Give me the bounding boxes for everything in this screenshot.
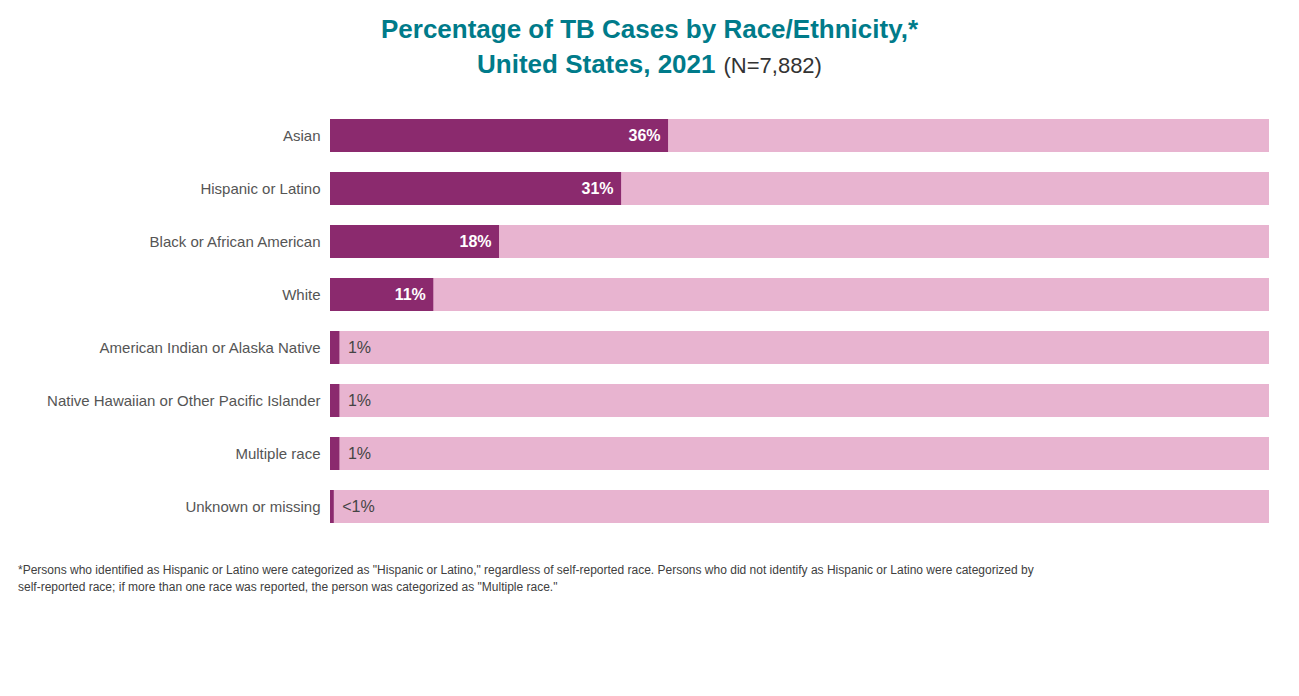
svg-text:Hispanic or Latino: Hispanic or Latino	[200, 180, 320, 197]
svg-text:1%: 1%	[348, 445, 371, 462]
svg-text:1%: 1%	[348, 392, 371, 409]
svg-text:Black or African American: Black or African American	[150, 233, 321, 250]
svg-text:American Indian or Alaska Nati: American Indian or Alaska Native	[100, 339, 321, 356]
svg-text:1%: 1%	[348, 339, 371, 356]
svg-text:Native Hawaiian or Other Pacif: Native Hawaiian or Other Pacific Islande…	[47, 392, 320, 409]
html-text:*Persons who identified as His: *Persons who identified as Hispanic or L…	[18, 563, 1034, 594]
svg-text:11%: 11%	[395, 286, 426, 303]
svg-text:Unknown or missing: Unknown or missing	[185, 498, 320, 515]
svg-text:36%: 36%	[629, 127, 661, 144]
html-text:Percentage of TB Cases by Race: Percentage of TB Cases by Race/Ethnicity…	[381, 14, 918, 44]
html-text:United States, 2021 (N=7,882): United States, 2021 (N=7,882)	[477, 49, 822, 79]
svg-text:<1%: <1%	[342, 498, 374, 515]
svg-text:31%: 31%	[582, 180, 614, 197]
svg-text:Asian: Asian	[283, 127, 321, 144]
svg-text:White: White	[282, 286, 320, 303]
svg-text:Multiple race: Multiple race	[235, 445, 320, 462]
svg-text:18%: 18%	[459, 233, 491, 250]
